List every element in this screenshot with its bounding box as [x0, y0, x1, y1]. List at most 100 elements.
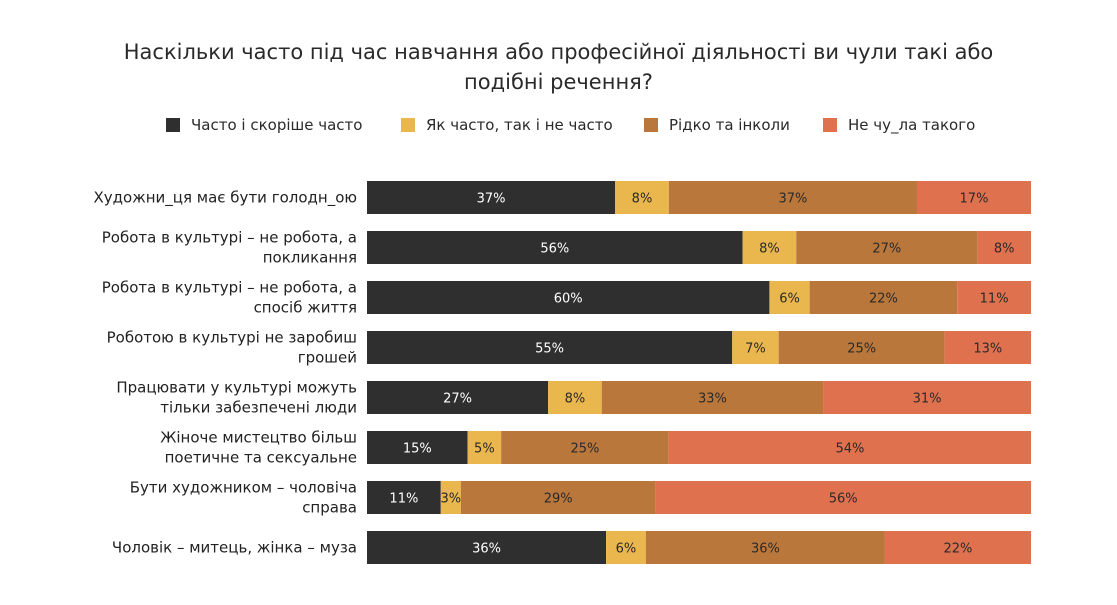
data-label-never: 31%	[913, 392, 942, 407]
bar-segment-sometimes	[606, 531, 646, 564]
data-label-rarely: 27%	[872, 242, 901, 257]
legend-item-never: Не чу_ла такого	[823, 113, 975, 137]
category-label-line: поетичне та сексуальне	[165, 449, 357, 467]
data-label-rarely: 25%	[571, 442, 600, 457]
legend-label-rarely: Рідко та інколи	[669, 116, 790, 134]
bar-segment-sometimes	[742, 231, 797, 264]
category-label-line: справа	[302, 499, 357, 517]
bar-segment-sometimes	[548, 381, 602, 414]
legend-swatch-rarely	[644, 118, 658, 132]
data-label-rarely: 33%	[698, 392, 727, 407]
data-label-rarely: 22%	[869, 292, 898, 307]
category-label: Художни_ця має бути голодн_ою	[94, 189, 357, 208]
data-label-sometimes: 3%	[441, 492, 462, 507]
bar-segment-often	[367, 331, 733, 364]
data-label-rarely: 36%	[751, 542, 780, 557]
bar-segment-rarely	[778, 331, 945, 364]
bar-segment-never	[668, 431, 1031, 464]
data-label-never: 22%	[944, 542, 973, 557]
bar-segment-sometimes	[615, 181, 669, 214]
category-label: Бути художником – чоловіча справа	[130, 479, 357, 517]
bar-segment-often	[367, 481, 441, 514]
data-label-never: 54%	[835, 442, 864, 457]
bar-segment-never	[977, 231, 1031, 264]
legend-item-often: Часто і скоріше часто	[166, 113, 362, 137]
category-label: Чоловік – митець, жінка – муза	[112, 539, 357, 557]
data-label-rarely: 29%	[544, 492, 573, 507]
category-label-line: покликання	[263, 249, 357, 267]
data-label-often: 37%	[477, 192, 506, 207]
bar-segment-sometimes	[732, 331, 779, 364]
data-label-sometimes: 6%	[779, 292, 800, 307]
legend-item-rarely: Рідко та інколи	[644, 113, 790, 137]
bar-segment-never	[823, 381, 1031, 414]
bar-segment-never	[944, 331, 1031, 364]
bar-segment-sometimes	[467, 431, 502, 464]
bar-segment-sometimes	[769, 281, 810, 314]
data-label-often: 60%	[554, 292, 583, 307]
category-label-line: спосіб життя	[254, 299, 357, 317]
category-label-line: Чоловік – митець, жінка – муза	[112, 539, 357, 557]
data-label-never: 13%	[973, 342, 1002, 357]
legend-label-often: Часто і скоріше часто	[191, 116, 363, 134]
bar-segment-rarely	[601, 381, 824, 414]
bar-segment-often	[367, 281, 770, 314]
bar-segment-never	[884, 531, 1031, 564]
data-label-often: 27%	[443, 392, 472, 407]
bar-segment-often	[367, 381, 549, 414]
legend-label-sometimes: Як часто, так і не часто	[426, 116, 613, 134]
category-label: Роботою в культурі не заробиш грошей	[107, 329, 357, 367]
bar-segment-sometimes	[440, 481, 461, 514]
data-label-often: 11%	[389, 492, 418, 507]
chart-title-line-1: Наскільки часто під час навчання або про…	[123, 40, 994, 64]
data-label-sometimes: 8%	[759, 242, 780, 257]
category-label-line: грошей	[298, 349, 357, 367]
legend-item-sometimes: Як часто, так і не часто	[401, 113, 613, 137]
data-label-rarely: 37%	[778, 192, 807, 207]
category-label: Жіноче мистецтво більш поетичне та сексуа…	[160, 429, 357, 467]
bar-segment-never	[655, 481, 1031, 514]
category-label-line: Жіноче мистецтво більш	[160, 429, 357, 447]
data-label-sometimes: 8%	[565, 392, 586, 407]
bar-segment-often	[367, 431, 468, 464]
data-label-sometimes: 6%	[616, 542, 637, 557]
data-label-never: 17%	[960, 192, 989, 207]
category-label-line: Робота в культурі – не робота, а	[102, 229, 357, 247]
category-label-line: Роботою в культурі не заробиш	[107, 329, 357, 347]
category-label-line: тільки забезпечені люди	[160, 399, 357, 417]
category-label-line: Художни_ця має бути голодн_ою	[94, 189, 357, 208]
bar-segment-rarely	[809, 281, 958, 314]
legend-swatch-sometimes	[401, 118, 415, 132]
bar-segment-rarely	[645, 531, 885, 564]
legend-swatch-never	[823, 118, 837, 132]
chart-title-line-2: подібні речення?	[464, 70, 653, 94]
category-label: Працювати у культурі можуть тільки забезп…	[116, 379, 357, 417]
bar-segment-never	[957, 281, 1031, 314]
data-label-often: 15%	[403, 442, 432, 457]
bar-segment-often	[367, 531, 607, 564]
legend-label-never: Не чу_ла такого	[848, 116, 976, 134]
data-label-sometimes: 7%	[745, 342, 766, 357]
data-label-never: 8%	[994, 242, 1015, 257]
bar-segment-rarely	[501, 431, 669, 464]
category-label: Робота в культурі – не робота, а спосіб ж…	[102, 279, 357, 317]
bar-segment-often	[367, 181, 616, 214]
bar-segment-rarely	[796, 231, 978, 264]
data-label-often: 36%	[472, 542, 501, 557]
bar-segment-often	[367, 231, 743, 264]
data-label-never: 11%	[980, 292, 1009, 307]
bar-segment-rarely	[668, 181, 917, 214]
data-label-often: 56%	[540, 242, 569, 257]
legend-swatch-often	[166, 118, 180, 132]
data-label-rarely: 25%	[847, 342, 876, 357]
data-label-never: 56%	[829, 492, 858, 507]
data-label-sometimes: 5%	[474, 442, 495, 457]
data-label-often: 55%	[535, 342, 564, 357]
data-label-sometimes: 8%	[632, 192, 653, 207]
chart-title: Наскільки часто під час навчання або про…	[0, 37, 1117, 97]
bar-segment-rarely	[460, 481, 656, 514]
category-label: Робота в культурі – не робота, а покликан…	[102, 229, 357, 267]
category-label-line: Робота в культурі – не робота, а	[102, 279, 357, 297]
bar-segment-never	[916, 181, 1031, 214]
